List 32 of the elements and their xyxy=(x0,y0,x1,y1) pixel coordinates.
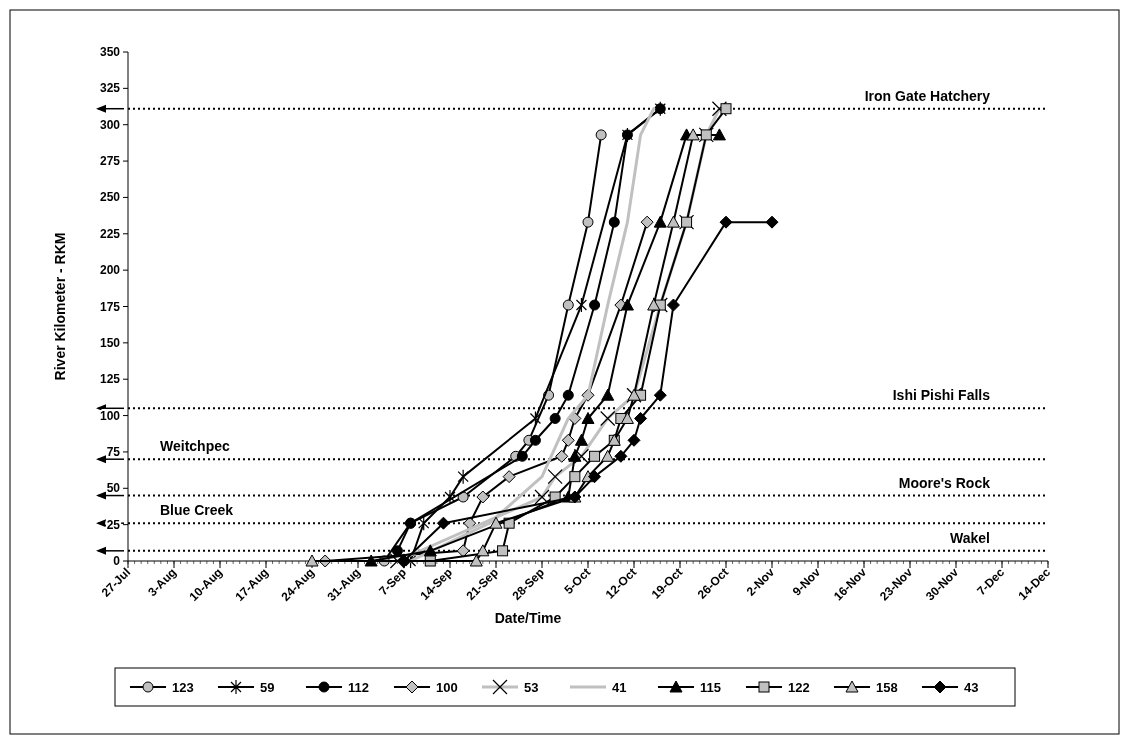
legend-label: 122 xyxy=(788,680,810,695)
y-tick-label: 225 xyxy=(99,226,121,241)
y-tick-label: 50 xyxy=(106,481,121,496)
y-tick-label: 300 xyxy=(99,117,121,132)
y-tick-label: 275 xyxy=(99,154,121,169)
legend-label: 53 xyxy=(524,680,539,695)
legend-label: 41 xyxy=(612,680,627,695)
ref-line-label: Wakel xyxy=(950,529,990,546)
y-tick-label: 125 xyxy=(99,372,121,387)
ref-line-label: Iron Gate Hatchery xyxy=(864,87,991,104)
y-tick-label: 200 xyxy=(99,263,121,278)
ref-line-label: Weitchpec xyxy=(160,438,230,455)
legend-label: 158 xyxy=(876,680,898,695)
legend-label: 100 xyxy=(436,680,458,695)
legend-label: 43 xyxy=(964,680,979,695)
legend-label: 115 xyxy=(700,680,721,695)
y-tick-label: 0 xyxy=(113,554,121,568)
x-axis-title: Date/Time xyxy=(494,610,562,626)
legend-label: 123 xyxy=(172,680,194,695)
y-tick-label: 350 xyxy=(99,45,121,59)
y-tick-label: 150 xyxy=(99,335,121,350)
ref-line-label: Blue Creek xyxy=(160,502,234,519)
y-tick-label: 100 xyxy=(99,408,121,423)
ref-line-label: Moore's Rock xyxy=(898,474,991,491)
y-tick-label: 325 xyxy=(99,81,121,96)
ref-line-label: Ishi Pishi Falls xyxy=(892,387,991,404)
y-tick-label: 175 xyxy=(99,299,121,314)
y-tick-label: 250 xyxy=(99,190,121,205)
y-tick-label: 75 xyxy=(106,444,121,459)
legend-label: 59 xyxy=(260,680,275,695)
legend-label: 112 xyxy=(348,680,369,695)
y-axis-title: River Kilometer - RKM xyxy=(52,232,68,381)
